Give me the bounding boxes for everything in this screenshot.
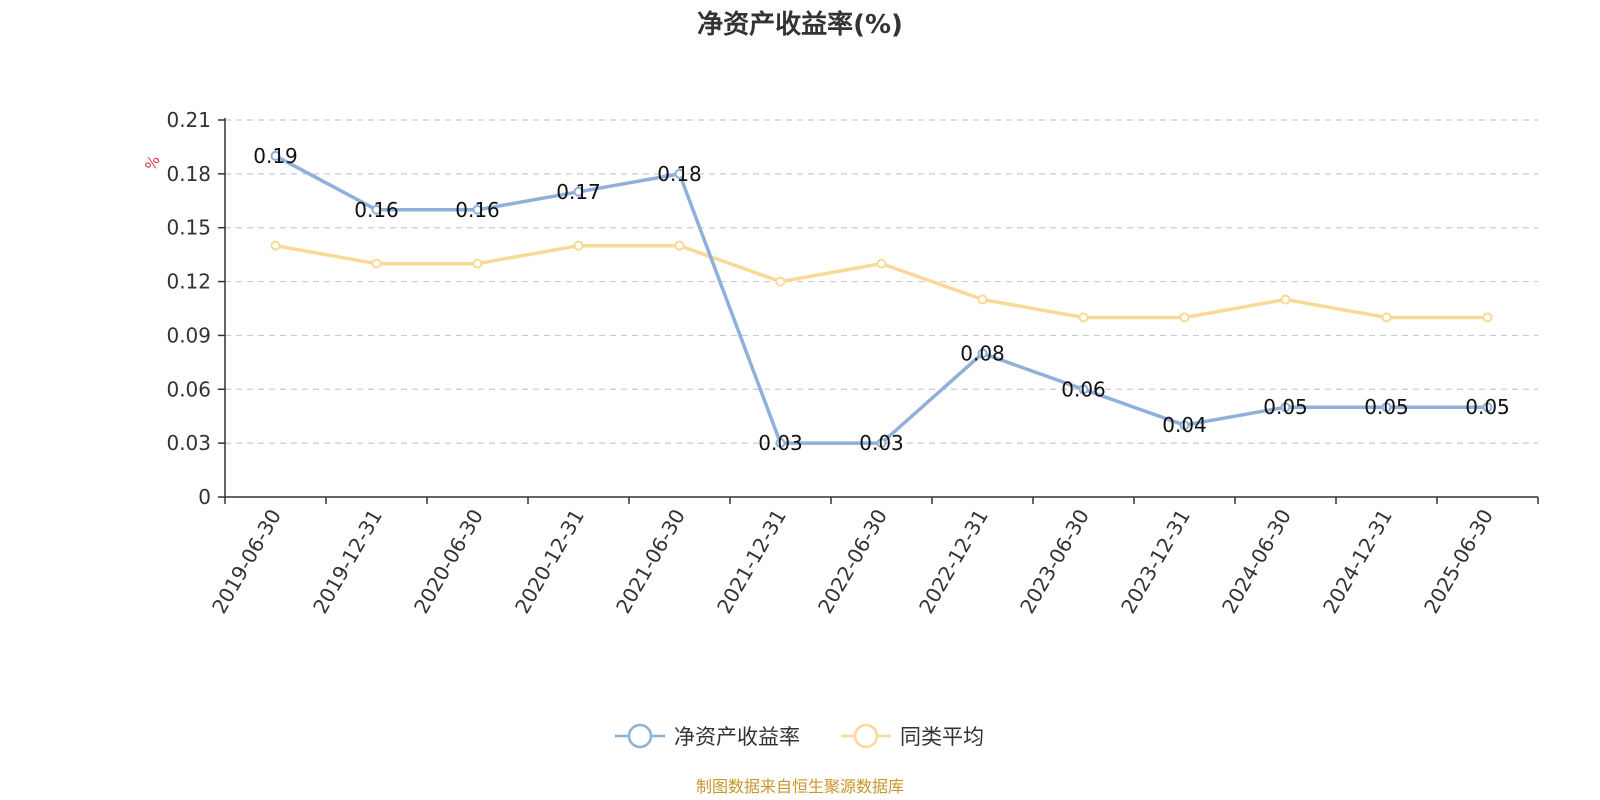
- y-tick-label: 0.18: [166, 162, 211, 186]
- legend-item-1[interactable]: 同类平均: [841, 723, 984, 749]
- data-label: 0.05: [1364, 395, 1409, 419]
- series-point-1: [1078, 312, 1089, 323]
- data-label: 0.16: [354, 198, 399, 222]
- series-point-0: [573, 186, 584, 197]
- legend-circle-icon: [627, 723, 653, 749]
- axes: 0 0.03 0.06 0.09 0.12 0.15 0.18 0.21 2019-06-30 2…: [166, 108, 1539, 618]
- legend[interactable]: 净资产收益率 同类平均: [615, 723, 984, 749]
- series-point-1: [876, 258, 887, 269]
- data-label: 0.17: [556, 180, 601, 204]
- x-tick-label: 2021-12-31: [712, 505, 791, 618]
- series-point-0: [1078, 384, 1089, 395]
- grid-lines: [225, 119, 1538, 444]
- series-lines: [270, 150, 1493, 449]
- series-point-0: [270, 150, 281, 161]
- data-labels: 0.19 0.16 0.16 0.17 0.18 0.03 0.03 0.08 0.06 0.04…: [253, 144, 1510, 455]
- series-point-1: [1482, 312, 1493, 323]
- series-point-1: [270, 240, 281, 251]
- x-tick-label: 2024-12-31: [1318, 505, 1397, 618]
- series-point-0: [1280, 402, 1291, 413]
- data-label: 0.05: [1465, 395, 1510, 419]
- series-point-1: [573, 240, 584, 251]
- x-tick-label: 2023-12-31: [1116, 505, 1195, 618]
- x-tick-label: 2020-06-30: [409, 505, 488, 618]
- series-point-1: [1179, 312, 1190, 323]
- y-unit-label: %: [141, 153, 163, 174]
- series-point-0: [775, 438, 786, 449]
- series-point-0: [472, 204, 483, 215]
- x-tick-label: 2024-06-30: [1217, 505, 1296, 618]
- series-point-0: [1381, 402, 1392, 413]
- x-tick-label: 2025-06-30: [1419, 505, 1498, 618]
- series-point-0: [371, 204, 382, 215]
- series-point-0: [977, 348, 988, 359]
- x-tick-label: 2019-12-31: [308, 505, 387, 618]
- data-label: 0.08: [960, 341, 1005, 365]
- data-label: 0.18: [657, 162, 702, 186]
- data-label: 0.04: [1162, 413, 1207, 437]
- x-tick-label: 2019-06-30: [207, 505, 286, 618]
- series-point-0: [1482, 402, 1493, 413]
- series-point-1: [1280, 294, 1291, 305]
- legend-item-0[interactable]: 净资产收益率: [615, 723, 800, 749]
- series-point-1: [775, 276, 786, 287]
- y-tick-label: 0: [198, 485, 211, 509]
- y-tick-label: 0.12: [166, 270, 211, 294]
- data-label: 0.03: [758, 431, 803, 455]
- series-point-1: [977, 294, 988, 305]
- y-tick-label: 0.09: [166, 323, 211, 347]
- x-tick-label: 2022-06-30: [813, 505, 892, 618]
- y-tick-label: 0.06: [166, 377, 211, 401]
- x-tick-label: 2023-06-30: [1015, 505, 1094, 618]
- series-point-0: [674, 168, 685, 179]
- data-label: 0.06: [1061, 377, 1106, 401]
- x-tick-label: 2020-12-31: [510, 505, 589, 618]
- series-point-1: [371, 258, 382, 269]
- y-tick-label: 0.03: [166, 431, 211, 455]
- legend-label: 净资产收益率: [674, 725, 800, 749]
- data-label: 0.05: [1263, 395, 1308, 419]
- data-label: 0.19: [253, 144, 298, 168]
- data-label: 0.16: [455, 198, 500, 222]
- legend-circle-icon: [853, 723, 879, 749]
- y-tick-label: 0.15: [166, 216, 211, 240]
- series-point-0: [876, 438, 887, 449]
- y-tick-label: 0.21: [166, 108, 211, 132]
- series-point-1: [674, 240, 685, 251]
- x-tick-label: 2021-06-30: [611, 505, 690, 618]
- data-label: 0.03: [859, 431, 904, 455]
- series-point-1: [472, 258, 483, 269]
- data-source-note: 制图数据来自恒生聚源数据库: [696, 777, 904, 796]
- legend-label: 同类平均: [900, 725, 984, 749]
- chart-title: 净资产收益率(%): [697, 9, 903, 40]
- series-point-0: [1179, 420, 1190, 431]
- x-tick-label: 2022-12-31: [914, 505, 993, 618]
- series-point-1: [1381, 312, 1392, 323]
